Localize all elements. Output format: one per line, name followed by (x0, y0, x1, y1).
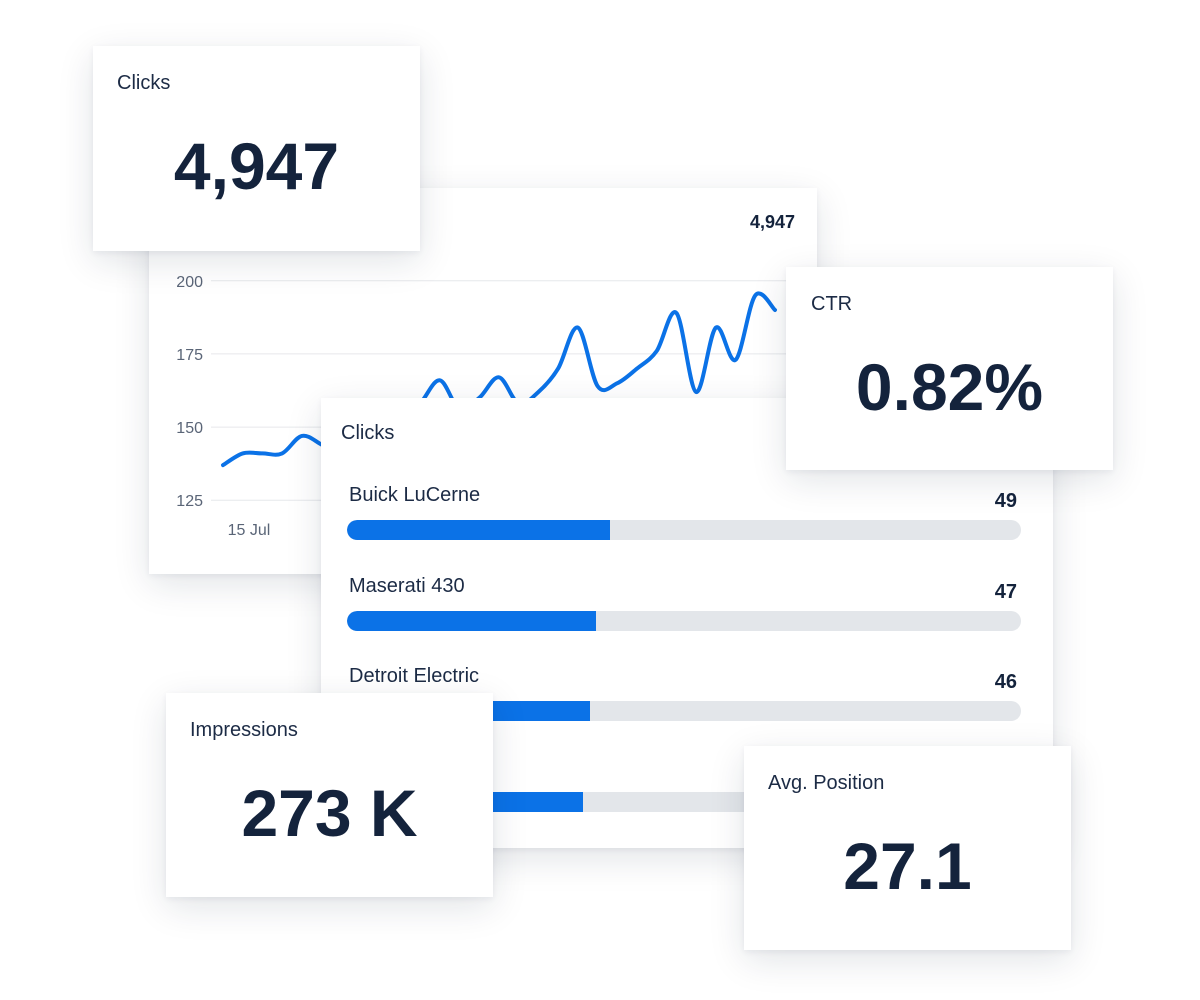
bar-value: 49 (994, 490, 1017, 512)
bar-label: Maserati 430 (349, 575, 465, 597)
clicks-kpi-value: 4,947 (173, 129, 340, 203)
impressions-kpi-card: Impressions 273 K (166, 693, 493, 897)
impressions-kpi-value: 273 K (241, 776, 418, 850)
y-tick-label: 150 (176, 420, 203, 437)
bar-track (347, 611, 1021, 631)
clicks-kpi-card: Clicks 4,947 (93, 46, 420, 251)
bar-label: Buick LuCerne (349, 484, 481, 506)
avg-position-kpi-value: 27.1 (843, 829, 972, 903)
avg-position-kpi-label: Avg. Position (768, 772, 885, 794)
ctr-kpi-value: 0.82% (855, 350, 1044, 424)
bar-row: Maserati 430 47 (347, 575, 1021, 655)
bar-value: 46 (994, 671, 1017, 693)
impressions-kpi-label: Impressions (190, 719, 298, 741)
x-tick-label: 15 Jul (228, 522, 271, 539)
clicks-series-line (221, 291, 777, 468)
avg-position-kpi-card: Avg. Position 27.1 (744, 746, 1071, 950)
clicks-kpi-label: Clicks (117, 72, 171, 94)
y-tick-label: 200 (176, 274, 203, 291)
ctr-kpi-card: CTR 0.82% (786, 267, 1113, 470)
bar-fill (347, 520, 610, 540)
bar-value: 47 (994, 581, 1017, 603)
y-tick-label: 125 (176, 493, 203, 510)
bar-row: Buick LuCerne 49 (347, 484, 1021, 564)
bar-fill (347, 611, 597, 631)
line-chart-total: 4,947 (749, 212, 795, 232)
bar-list-title: Clicks (341, 422, 395, 444)
ctr-kpi-label: CTR (811, 293, 853, 315)
bar-label: Detroit Electric (349, 665, 480, 687)
bar-track (347, 520, 1021, 540)
y-tick-label: 175 (176, 347, 203, 364)
